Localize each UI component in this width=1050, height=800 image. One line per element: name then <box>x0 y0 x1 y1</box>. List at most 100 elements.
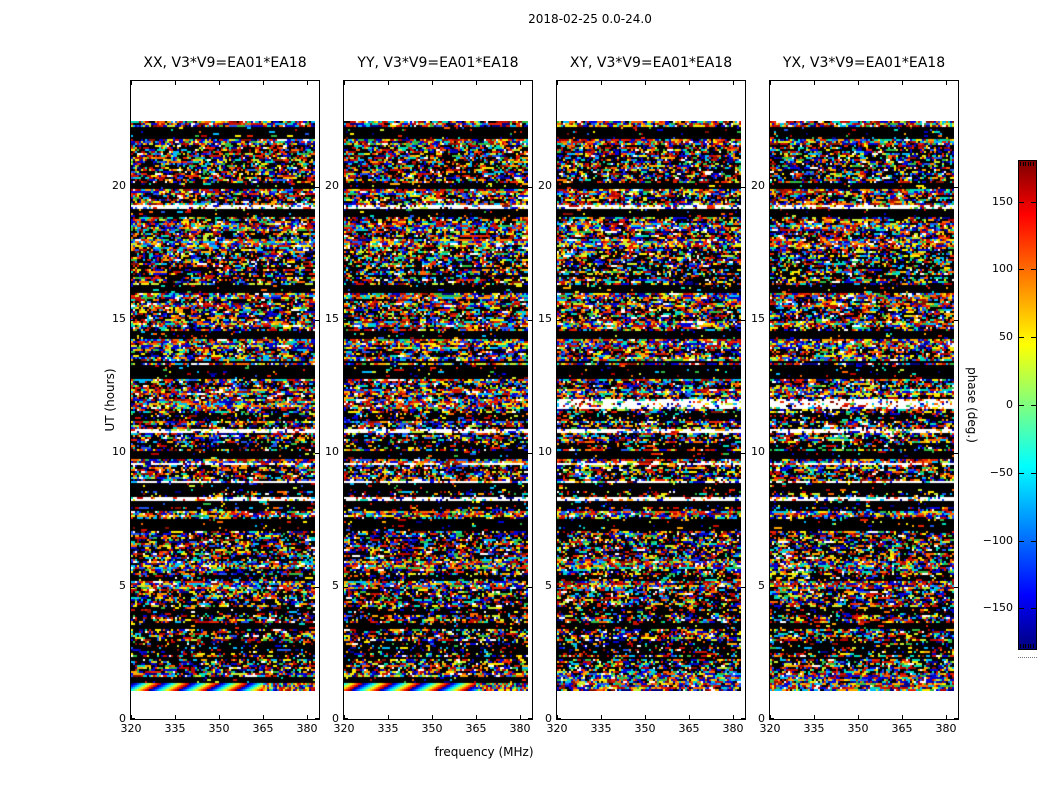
x-tick-mark <box>432 715 433 719</box>
x-tick-mark <box>557 715 558 719</box>
colorbar-tick-label: 50 <box>999 330 1013 343</box>
x-tick-mark <box>557 81 558 85</box>
y-tick-label: 15 <box>112 312 126 325</box>
y-tick-label: 10 <box>538 445 552 459</box>
colorbar-tick-label: 0 <box>1006 398 1013 411</box>
x-tick-mark <box>770 715 771 719</box>
y-tick-label: 0 <box>758 712 765 725</box>
y-tick-label: 0 <box>332 712 339 725</box>
y-tick-label: 0 <box>545 712 552 725</box>
x-tick-mark <box>858 715 859 719</box>
y-tick-mark <box>131 320 135 321</box>
y-tick-mark <box>315 186 319 188</box>
colorbar-end-hatch <box>1033 162 1034 166</box>
figure-title: 2018-02-25 0.0-24.0 <box>528 12 652 26</box>
x-tick-mark <box>814 715 815 719</box>
y-tick-mark <box>315 320 319 321</box>
y-tick-mark <box>528 718 532 719</box>
heatmap-panel-xy <box>556 80 746 720</box>
y-tick-mark <box>131 718 135 719</box>
colorbar-end-hatch <box>1028 644 1029 648</box>
colorbar-end-hatch <box>1023 644 1024 648</box>
x-tick-mark <box>219 715 220 719</box>
panel-title-yx: YX, V3*V9=EA01*EA18 <box>782 55 946 71</box>
x-tick-mark <box>432 81 433 85</box>
y-tick-label: 5 <box>332 578 339 592</box>
colorbar-tick-mark <box>1019 541 1024 542</box>
x-tick-mark <box>175 81 176 85</box>
colorbar-tick-label: 150 <box>992 195 1013 208</box>
x-tick-mark <box>219 81 220 85</box>
colorbar-end-hatch <box>1023 162 1024 166</box>
x-tick-label: 350 <box>208 722 230 735</box>
x-tick-label: 350 <box>421 722 443 735</box>
x-tick-mark <box>645 81 646 85</box>
colorbar-tick-mark <box>1019 405 1024 406</box>
y-tick-mark <box>741 453 745 455</box>
x-tick-mark <box>520 81 521 85</box>
y-tick-mark <box>954 718 958 719</box>
heatmap-canvas-yy <box>344 121 528 691</box>
x-tick-mark <box>388 81 389 85</box>
x-tick-mark <box>476 715 477 719</box>
y-tick-mark <box>954 453 958 455</box>
y-tick-mark <box>557 718 561 719</box>
heatmap-panel-xx <box>130 80 320 720</box>
x-axis-label: frequency (MHz) <box>434 745 534 759</box>
colorbar-tick-label: −50 <box>989 466 1013 479</box>
x-tick-mark <box>733 81 734 85</box>
y-tick-mark <box>557 453 561 455</box>
colorbar <box>1018 160 1037 650</box>
panel-title-xx: XX, V3*V9=EA01*EA18 <box>143 55 307 71</box>
colorbar-end-hatch <box>1020 162 1021 166</box>
y-tick-mark <box>954 586 958 588</box>
y-tick-mark <box>315 718 319 719</box>
y-tick-mark <box>954 320 958 321</box>
x-tick-mark <box>858 81 859 85</box>
colorbar-tick-mark <box>1031 269 1036 270</box>
y-tick-label: 10 <box>751 445 765 459</box>
y-tick-label: 15 <box>538 312 552 325</box>
colorbar-tick-mark <box>1019 337 1024 338</box>
y-tick-mark <box>741 320 745 321</box>
x-tick-mark <box>902 715 903 719</box>
x-tick-mark <box>307 715 308 719</box>
colorbar-tick-mark <box>1031 541 1036 542</box>
x-tick-label: 335 <box>377 722 399 735</box>
y-tick-label: 10 <box>112 445 126 459</box>
colorbar-tick-mark <box>1019 608 1024 609</box>
heatmap-panel-yx <box>769 80 959 720</box>
x-tick-label: 365 <box>678 722 700 735</box>
x-tick-mark <box>344 715 345 719</box>
y-axis-label: UT (hours) <box>103 368 117 432</box>
x-tick-mark <box>689 81 690 85</box>
y-tick-label: 20 <box>325 178 339 192</box>
x-tick-label: 380 <box>509 722 531 735</box>
y-tick-mark <box>131 186 135 188</box>
x-tick-label: 365 <box>252 722 274 735</box>
x-tick-mark <box>263 81 264 85</box>
y-tick-label: 5 <box>758 578 765 592</box>
y-tick-label: 15 <box>325 312 339 325</box>
x-tick-mark <box>344 81 345 85</box>
y-tick-label: 15 <box>751 312 765 325</box>
colorbar-end-hatch <box>1030 644 1031 648</box>
colorbar-end-hatch <box>1033 644 1034 648</box>
x-tick-mark <box>946 715 947 719</box>
x-tick-label: 320 <box>333 722 355 735</box>
y-tick-mark <box>344 586 348 588</box>
y-tick-label: 5 <box>545 578 552 592</box>
colorbar-bottom-dotted-line <box>1018 657 1037 658</box>
y-tick-label: 20 <box>538 178 552 192</box>
x-tick-mark <box>520 715 521 719</box>
colorbar-tick-label: −100 <box>982 534 1013 547</box>
y-tick-mark <box>741 186 745 188</box>
x-tick-mark <box>131 715 132 719</box>
y-tick-mark <box>344 186 348 188</box>
colorbar-tick-mark <box>1031 202 1036 203</box>
y-tick-label: 20 <box>112 178 126 192</box>
x-tick-label: 335 <box>164 722 186 735</box>
y-tick-mark <box>528 586 532 588</box>
x-tick-label: 320 <box>120 722 142 735</box>
